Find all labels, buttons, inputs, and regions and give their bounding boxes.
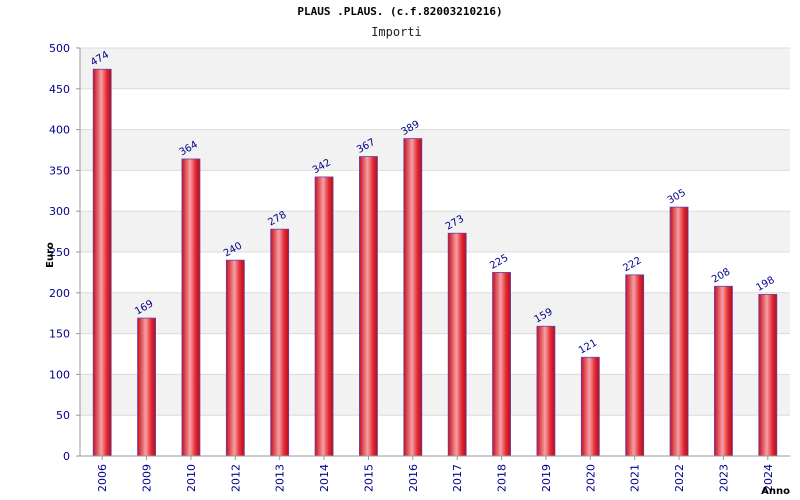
bar (314, 176, 334, 457)
data-label: 121 (577, 338, 599, 357)
y-tick-label: 300 (49, 205, 70, 218)
bar (92, 68, 112, 457)
bar (580, 356, 600, 457)
y-tick-label: 500 (49, 42, 70, 55)
bar (625, 274, 645, 457)
bar (225, 259, 245, 457)
x-tick-label: 2023 (717, 464, 730, 492)
bar (536, 325, 556, 457)
x-tick-label: 2018 (496, 464, 509, 492)
y-tick-label: 450 (49, 83, 70, 96)
data-label: 222 (621, 255, 643, 274)
chart-subtitle: Importi (371, 25, 422, 39)
x-tick-label: 2014 (318, 464, 331, 492)
x-tick-label: 2022 (673, 464, 686, 492)
bar (714, 285, 733, 457)
bar (447, 232, 467, 457)
data-label: 198 (755, 275, 777, 294)
y-tick-label: 50 (56, 409, 70, 422)
data-label: 208 (710, 267, 732, 286)
x-tick-label: 2020 (584, 464, 597, 492)
bar-series (92, 68, 778, 457)
x-tick-label: 2009 (141, 464, 154, 492)
x-axis-ticks: 2006 2009 2010 2012 2013 2014 2015 2016 2017 2018… (96, 464, 775, 492)
bar (181, 158, 201, 457)
y-axis-ticks: 0 50 100 150 200 250 300 350 400 450 500 (49, 42, 70, 463)
x-tick-label: 2019 (540, 464, 553, 492)
bar (669, 206, 689, 457)
y-tick-label: 250 (49, 246, 70, 259)
bar (758, 294, 778, 457)
x-tick-label: 2010 (185, 464, 198, 492)
bar (137, 317, 156, 457)
x-axis-title: Anno (761, 486, 790, 497)
y-tick-label: 0 (63, 450, 70, 463)
x-tick-label: 2024 (762, 464, 775, 492)
x-tick-label: 2012 (229, 464, 242, 492)
bar (403, 138, 423, 457)
x-tick-label: 2016 (407, 464, 420, 492)
bar (492, 271, 511, 457)
x-tick-label: 2017 (451, 464, 464, 492)
y-tick-label: 150 (49, 328, 70, 341)
y-tick-label: 400 (49, 124, 70, 137)
grid-band (80, 48, 790, 89)
data-label: 225 (488, 253, 510, 272)
data-label: 305 (666, 187, 688, 206)
x-tick-label: 2006 (96, 464, 109, 492)
y-tick-label: 100 (49, 368, 70, 381)
x-tick-label: 2013 (274, 464, 287, 492)
chart-title: PLAUS .PLAUS. (c.f.82003210216) (297, 5, 503, 18)
y-axis-title: Euro (45, 242, 56, 268)
bar (359, 156, 378, 457)
x-tick-label: 2015 (362, 464, 375, 492)
y-tick-label: 200 (49, 287, 70, 300)
x-tick-label: 2021 (629, 464, 642, 492)
bar (270, 228, 290, 457)
y-tick-label: 350 (49, 164, 70, 177)
